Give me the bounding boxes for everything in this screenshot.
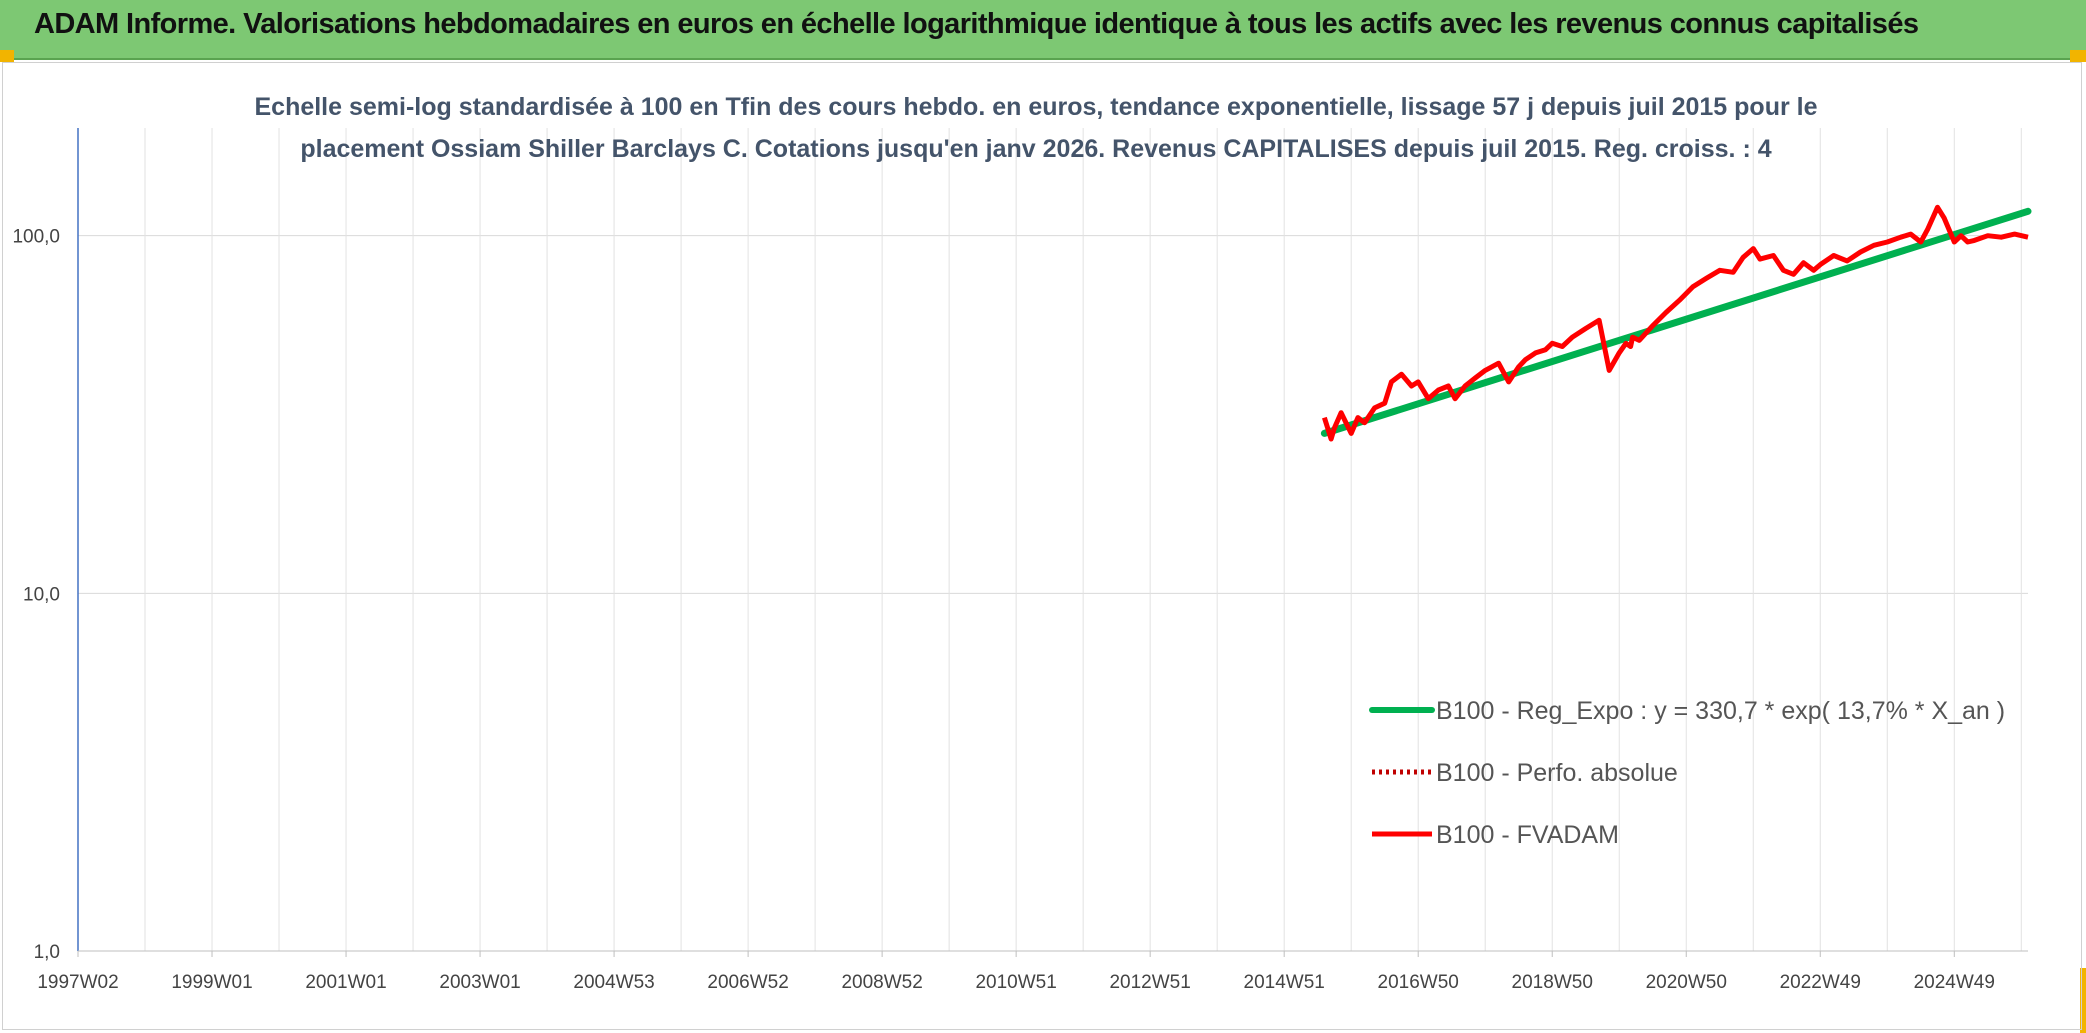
x-tick-label: 2020W50 <box>1646 972 1727 993</box>
legend: B100 - Reg_Expo : y = 330,7 * exp( 13,7%… <box>1369 697 2005 849</box>
y-tick-label: 10,0 <box>23 584 60 605</box>
report-banner: ADAM Informe. Valorisations hebdomadaire… <box>0 0 2086 60</box>
x-tick-label: 2016W50 <box>1378 972 1459 993</box>
x-tick-label: 2001W01 <box>305 972 386 993</box>
chart-title-line-1: Echelle semi-log standardisée à 100 en T… <box>254 93 1817 121</box>
x-tick-label: 2024W49 <box>1914 972 1995 993</box>
x-tick-label: 1999W01 <box>171 972 252 993</box>
x-tick-label: 2006W52 <box>707 972 788 993</box>
corner-accent-bottom-right <box>2080 968 2086 1033</box>
chart-frame <box>2 62 2082 1030</box>
legend-label-perfo: B100 - Perfo. absolue <box>1436 759 1678 787</box>
x-tick-label: 2012W51 <box>1109 972 1190 993</box>
x-tick-label: 2014W51 <box>1244 972 1325 993</box>
x-tick-label: 2022W49 <box>1780 972 1861 993</box>
x-tick-label: 2004W53 <box>573 972 654 993</box>
corner-accent-left <box>0 50 14 62</box>
tick-labels: 100,0 10,0 1,0 1997W02 1999W01 2001W01 2003W01… <box>12 227 1995 993</box>
series-layer <box>1320 204 2032 442</box>
legend-label-reg: B100 - Reg_Expo : y = 330,7 * exp( 13,7%… <box>1436 697 2005 725</box>
x-tick-label: 2010W51 <box>975 972 1056 993</box>
series-line-reg <box>1320 207 2032 437</box>
x-tick-label: 2008W52 <box>841 972 922 993</box>
legend-label-fvadam: B100 - FVADAM <box>1436 821 1619 849</box>
x-tick-label: 2003W01 <box>439 972 520 993</box>
series-line-fvadam <box>1322 204 2029 442</box>
x-tick-label: 2018W50 <box>1512 972 1593 993</box>
report-title: ADAM Informe. Valorisations hebdomadaire… <box>34 8 1919 40</box>
x-tick-label: 1997W02 <box>37 972 118 993</box>
axes <box>77 128 2028 957</box>
y-tick-label: 1,0 <box>34 942 60 963</box>
corner-accent-right <box>2070 50 2086 62</box>
gridlines <box>77 128 2028 952</box>
y-tick-label: 100,0 <box>12 227 60 248</box>
chart-title-line-2: placement Ossiam Shiller Barclays C. Cot… <box>300 135 1771 163</box>
